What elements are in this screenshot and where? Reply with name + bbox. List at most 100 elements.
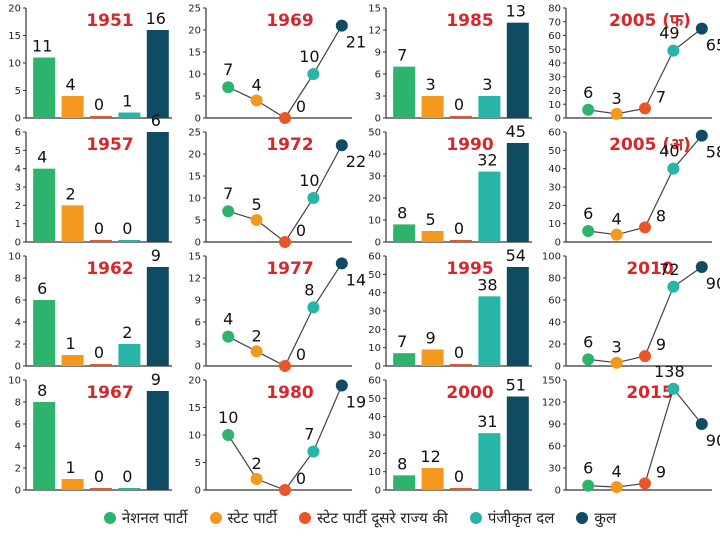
bar-value-label: 4 [66, 75, 76, 94]
point-4 [695, 418, 708, 430]
point-value-label: 138 [654, 362, 685, 381]
y-tick-label: 20 [368, 194, 381, 205]
y-tick-label: 6 [15, 296, 21, 307]
y-tick-label: 2 [15, 464, 21, 475]
bar-value-label: 1 [66, 334, 76, 353]
y-tick-label: 3 [195, 340, 201, 351]
bar-4 [506, 22, 529, 119]
bar-4 [506, 267, 529, 366]
y-tick-label: 4 [15, 318, 21, 329]
y-tick-label: 0 [555, 114, 561, 125]
bar-3 [478, 171, 501, 242]
y-tick-label: 150 [542, 376, 561, 387]
point-value-label: 3 [612, 338, 622, 357]
point-2 [639, 477, 651, 490]
y-tick-label: 9 [375, 48, 381, 59]
chart-title: 1962 [86, 259, 133, 279]
point-0 [222, 81, 235, 94]
y-tick-label: 100 [542, 252, 561, 263]
y-tick-label: 40 [548, 59, 561, 70]
point-value-label: 0 [296, 345, 306, 364]
y-tick-label: 0 [195, 238, 201, 249]
y-tick-label: 40 [548, 318, 561, 329]
bar-value-label: 1 [66, 458, 76, 477]
bar-3 [118, 488, 141, 490]
point-value-label: 7 [304, 425, 314, 444]
point-value-label: 22 [346, 152, 366, 171]
y-tick-label: 60 [548, 128, 561, 139]
bar-value-label: 31 [477, 412, 497, 431]
point-4 [335, 139, 348, 152]
bar-0 [33, 57, 56, 118]
y-tick-label: 80 [548, 274, 561, 285]
bar-2 [90, 488, 112, 490]
bar-value-label: 0 [94, 343, 104, 362]
y-tick-label: 15 [188, 48, 201, 59]
y-tick-label: 5 [15, 86, 21, 97]
bar-1 [421, 231, 444, 242]
point-value-label: 9 [656, 335, 666, 354]
bar-0 [33, 402, 56, 490]
y-tick-label: 30 [368, 431, 381, 442]
y-tick-label: 6 [375, 70, 381, 81]
bar-value-label: 0 [454, 95, 464, 114]
bar-3 [478, 96, 501, 118]
chart-panel-2000-14: 0 10 20 30 40 50 60 2000 8 12 0 31 51 [368, 376, 532, 497]
point-0 [582, 479, 595, 492]
y-tick-label: 0 [555, 362, 561, 373]
bar-value-label: 32 [477, 151, 497, 170]
point-value-label: 7 [656, 87, 666, 106]
chart-title: 2010 [626, 259, 673, 279]
chart-title: 2015 [626, 383, 673, 403]
chart-title: 1995 [446, 259, 493, 279]
point-1 [610, 228, 623, 241]
chart-title: 1977 [266, 259, 313, 279]
point-0 [222, 330, 235, 343]
y-tick-label: 60 [368, 376, 381, 387]
y-tick-label: 30 [368, 172, 381, 183]
point-3 [667, 162, 680, 175]
bar-4 [146, 132, 169, 242]
bar-value-label: 9 [151, 370, 161, 389]
bar-2 [450, 364, 472, 366]
y-tick-label: 15 [188, 403, 201, 414]
y-tick-label: 15 [368, 4, 381, 15]
bar-3 [478, 296, 501, 366]
bar-value-label: 38 [477, 275, 497, 294]
bar-3 [478, 433, 501, 490]
bar-value-label: 54 [506, 246, 526, 265]
y-tick-label: 90 [548, 420, 561, 431]
point-2 [279, 484, 291, 496]
chart-title: 1985 [446, 11, 493, 31]
bar-value-label: 8 [397, 203, 407, 222]
point-1 [250, 214, 263, 226]
point-4 [695, 261, 708, 273]
point-0 [582, 225, 595, 237]
bar-3 [118, 112, 141, 118]
y-tick-label: 40 [368, 288, 381, 299]
y-tick-label: 6 [15, 420, 21, 431]
legend-item-total: कुल [576, 508, 616, 528]
bar-value-label: 0 [454, 467, 464, 486]
y-tick-label: 40 [548, 164, 561, 175]
bar-3 [118, 240, 141, 242]
bar-1 [61, 96, 84, 118]
y-tick-label: 0 [15, 114, 21, 125]
legend-label-state: स्टेट पार्टी [227, 509, 278, 527]
bar-value-label: 0 [94, 95, 104, 114]
chart-title: 1969 [266, 11, 313, 31]
bar-value-label: 51 [506, 376, 526, 395]
point-0 [222, 205, 235, 218]
point-value-label: 19 [346, 393, 366, 412]
y-tick-label: 12 [188, 274, 201, 285]
y-tick-label: 20 [548, 86, 561, 97]
y-tick-label: 20 [548, 340, 561, 351]
bar-2 [450, 488, 472, 490]
y-tick-label: 0 [15, 486, 21, 497]
y-tick-label: 10 [8, 59, 21, 70]
point-1 [250, 94, 263, 107]
bar-value-label: 4 [37, 148, 47, 167]
point-value-label: 49 [659, 24, 679, 43]
